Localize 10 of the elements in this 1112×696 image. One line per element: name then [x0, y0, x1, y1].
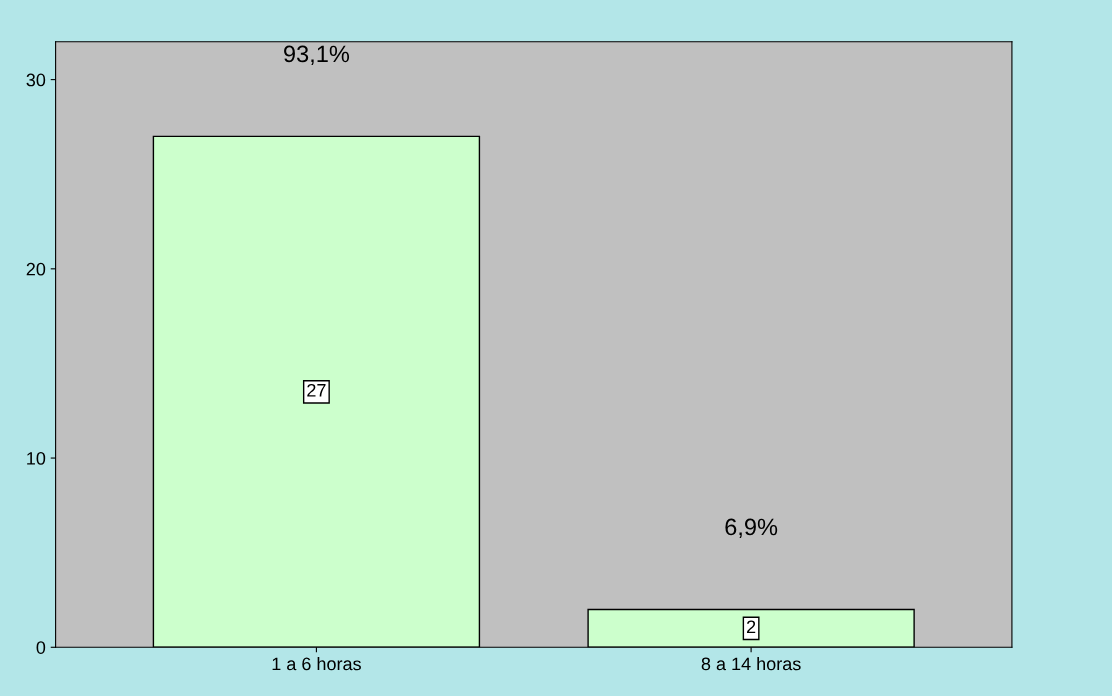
y-tick-label: 20	[26, 262, 46, 276]
x-tick-label: 1 a 6 horas	[272, 657, 361, 671]
y-tick-label: 30	[26, 73, 46, 87]
annotation: 6,9%	[725, 518, 778, 539]
data-label: 2	[746, 620, 756, 634]
y-tick-label: 10	[27, 451, 46, 465]
data-label: 27	[307, 383, 326, 397]
x-tick-label: 8 a 14 horas	[701, 657, 801, 671]
y-tick-label: 0	[36, 641, 46, 654]
annotation: 93,1%	[284, 45, 350, 66]
